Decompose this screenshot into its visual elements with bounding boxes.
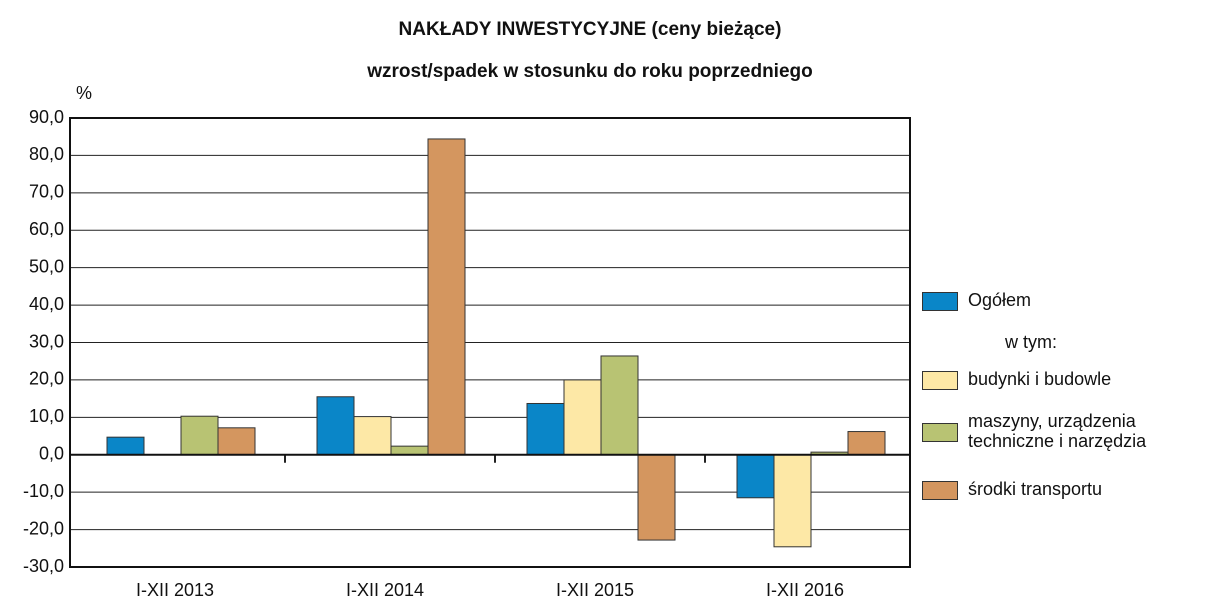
bar [637, 454, 676, 541]
bar [217, 427, 256, 456]
bar [180, 415, 219, 456]
legend-label: Ogółem [968, 290, 1032, 310]
x-tick-label: I-XII 2014 [346, 580, 424, 600]
y-tick-label: -20,0 [23, 518, 64, 538]
bar [600, 355, 639, 456]
bar [773, 454, 812, 548]
y-tick-label: 0,0 [39, 444, 64, 464]
plot-frame [69, 117, 911, 568]
legend-label: budynki i budowle [968, 369, 1112, 389]
legend-swatch [922, 481, 958, 500]
chart-title: NAKŁADY INWESTYCYJNE (ceny bieżące) [399, 19, 782, 40]
y-tick-label: 20,0 [29, 369, 64, 389]
y-tick-label: 70,0 [29, 182, 64, 202]
bar [847, 431, 886, 456]
x-tick-label: I-XII 2015 [556, 580, 634, 600]
y-tick-label: 50,0 [29, 256, 64, 276]
y-tick-label: 40,0 [29, 294, 64, 314]
chart-subtitle: wzrost/spadek w stosunku do roku poprzed… [366, 61, 813, 82]
y-tick-label: 90,0 [29, 107, 64, 127]
legend-label: środki transportu [968, 479, 1103, 499]
bar [563, 379, 602, 456]
legend-note: w tym: [1005, 332, 1057, 352]
y-tick-label: 10,0 [29, 406, 64, 426]
y-axis-label: % [76, 83, 92, 103]
bar [736, 454, 775, 499]
x-tick-label: I-XII 2013 [136, 580, 214, 600]
y-tick-label: 30,0 [29, 331, 64, 351]
bar [390, 445, 429, 456]
legend-label: maszyny, urządzenia techniczne i narzędz… [968, 411, 1147, 451]
bar [526, 402, 565, 456]
y-tick-label: -10,0 [23, 481, 64, 501]
y-tick-label: 80,0 [29, 144, 64, 164]
legend-swatch [922, 371, 958, 390]
x-tick-label: I-XII 2016 [766, 580, 844, 600]
bar [427, 138, 466, 456]
legend-swatch [922, 292, 958, 311]
bar [106, 436, 145, 456]
legend-swatch [922, 423, 958, 442]
y-tick-label: 60,0 [29, 219, 64, 239]
y-tick-label: -30,0 [23, 556, 64, 576]
bar [353, 416, 392, 456]
bar [316, 396, 355, 456]
